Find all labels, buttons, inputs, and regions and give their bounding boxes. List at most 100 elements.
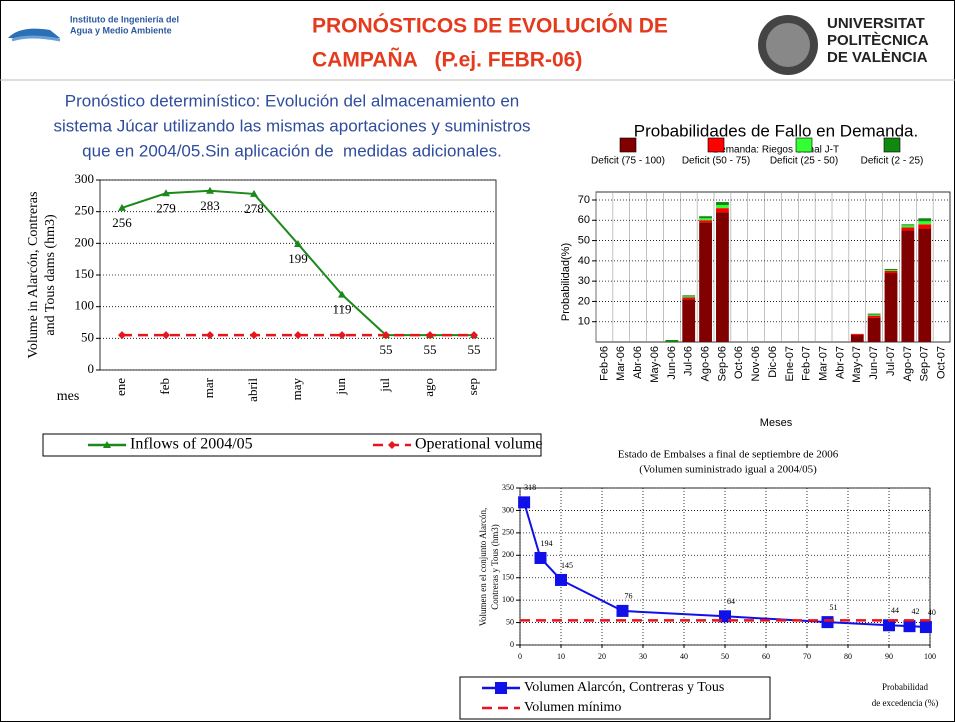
y-tick-label: 200 xyxy=(502,550,514,559)
y-tick-label: 40 xyxy=(578,255,590,267)
x-tick-label: 40 xyxy=(680,652,688,661)
bar-segment xyxy=(884,268,898,270)
x-tick-label: Jun-06 xyxy=(666,346,678,380)
x-tick-label: Sep-06 xyxy=(716,346,728,381)
legend-marker xyxy=(103,441,111,448)
bar-segment xyxy=(665,339,679,342)
legend-swatch xyxy=(883,137,901,153)
x-tick-label: 30 xyxy=(639,652,647,661)
bar-segment xyxy=(682,299,696,342)
bar-segment xyxy=(867,314,881,316)
x-tick-label: Jun-07 xyxy=(868,346,880,380)
institute-name: Instituto de Ingeniería del xyxy=(70,14,179,24)
legend-marker xyxy=(388,441,396,449)
bar-segment xyxy=(884,273,898,342)
data-label: 318 xyxy=(524,483,536,492)
x-tick-label: May-07 xyxy=(851,346,863,383)
data-label: 279 xyxy=(156,200,176,215)
bar-segment xyxy=(884,271,898,274)
marker xyxy=(206,186,214,194)
x-tick-label: 90 xyxy=(885,652,893,661)
y-tick-label: 0 xyxy=(88,361,95,376)
y-tick-label: 100 xyxy=(502,595,514,604)
bar-segment xyxy=(901,225,915,228)
institute-logo-wave xyxy=(11,35,61,42)
x-axis-label: Probabilidad xyxy=(882,682,928,692)
data-label: 119 xyxy=(332,302,351,317)
y-tick-label: 100 xyxy=(75,298,95,313)
data-label: 42 xyxy=(912,607,920,616)
legend-swatch xyxy=(795,137,813,153)
bar-segment xyxy=(918,221,932,225)
x-tick-label: Ago-06 xyxy=(699,346,711,381)
bar-segment xyxy=(699,222,712,342)
bar-segment xyxy=(699,218,712,221)
x-tick-label: Sep-07 xyxy=(919,346,931,381)
x-tick-label: Ene-07 xyxy=(784,346,796,381)
bar-segment xyxy=(699,220,712,223)
y-tick-label: 250 xyxy=(75,203,95,218)
x-tick-label: May-06 xyxy=(649,346,661,383)
x-tick-label: Dic-06 xyxy=(767,346,779,378)
bar-segment xyxy=(850,334,864,342)
y-tick-label: 50 xyxy=(578,234,590,246)
marker xyxy=(206,331,214,340)
marker xyxy=(250,331,258,340)
marker xyxy=(555,573,567,586)
x-tick-label: 20 xyxy=(598,652,606,661)
marker xyxy=(162,331,170,340)
bar-segment xyxy=(850,333,864,335)
y-tick-label: 50 xyxy=(81,329,94,344)
data-label: 51 xyxy=(830,603,838,612)
university-name: UNIVERSITAT xyxy=(827,15,925,32)
chart-title: Estado de Embalses a final de septiembre… xyxy=(618,449,839,461)
data-label: 64 xyxy=(727,597,735,606)
y-tick-label: 300 xyxy=(502,505,514,514)
x-tick-label: jul xyxy=(377,378,392,393)
y-axis-label: Probabilidad(%) xyxy=(560,243,572,321)
legend-label: Deficit (2 - 25) xyxy=(861,156,924,167)
data-label: 256 xyxy=(112,215,132,230)
data-label: 76 xyxy=(625,592,633,601)
legend-label: Volumen mínimo xyxy=(524,700,621,715)
y-tick-label: 20 xyxy=(578,295,590,307)
x-tick-label: ago xyxy=(421,378,436,397)
x-tick-label: Jul-07 xyxy=(885,346,897,376)
x-tick-label: may xyxy=(289,378,304,401)
x-tick-label: Feb-07 xyxy=(801,346,813,381)
legend-box xyxy=(459,676,771,720)
slide-title: PRONÓSTICOS DE EVOLUCIÓN DE xyxy=(312,14,668,38)
bar-segment xyxy=(682,296,696,298)
marker xyxy=(903,620,916,633)
x-tick-label: Nov-06 xyxy=(750,346,762,381)
y-tick-label: 10 xyxy=(578,316,590,328)
x-tick-label: mar xyxy=(201,377,216,398)
x-tick-label: ene xyxy=(113,378,128,396)
x-tick-label: Abr-06 xyxy=(632,346,644,379)
bar-segment xyxy=(716,205,729,209)
bar-segment xyxy=(716,212,729,342)
marker xyxy=(118,331,126,340)
x-tick-label: 100 xyxy=(924,652,936,661)
y-tick-label: 350 xyxy=(502,483,514,492)
bar-segment xyxy=(901,230,915,342)
x-axis-label: mes xyxy=(57,389,80,404)
marker xyxy=(426,331,434,340)
university-name: DE VALÈNCIA xyxy=(827,49,928,66)
legend-label: Operational volume xyxy=(415,436,543,453)
x-tick-label: 70 xyxy=(803,652,811,661)
bar-segment xyxy=(716,202,729,206)
description: que en 2004/05.Sin aplicación de medidas… xyxy=(82,141,502,160)
marker xyxy=(883,619,895,632)
marker xyxy=(294,331,302,340)
x-tick-label: 60 xyxy=(762,652,770,661)
legend-label: Deficit (50 - 75) xyxy=(682,156,750,167)
y-tick-label: 150 xyxy=(75,266,95,281)
bar-segment xyxy=(867,315,881,318)
university-name: POLITÈCNICA xyxy=(827,32,929,49)
bar-segment xyxy=(716,208,729,213)
y-tick-label: 300 xyxy=(75,171,95,186)
x-tick-label: Oct-07 xyxy=(935,346,947,379)
